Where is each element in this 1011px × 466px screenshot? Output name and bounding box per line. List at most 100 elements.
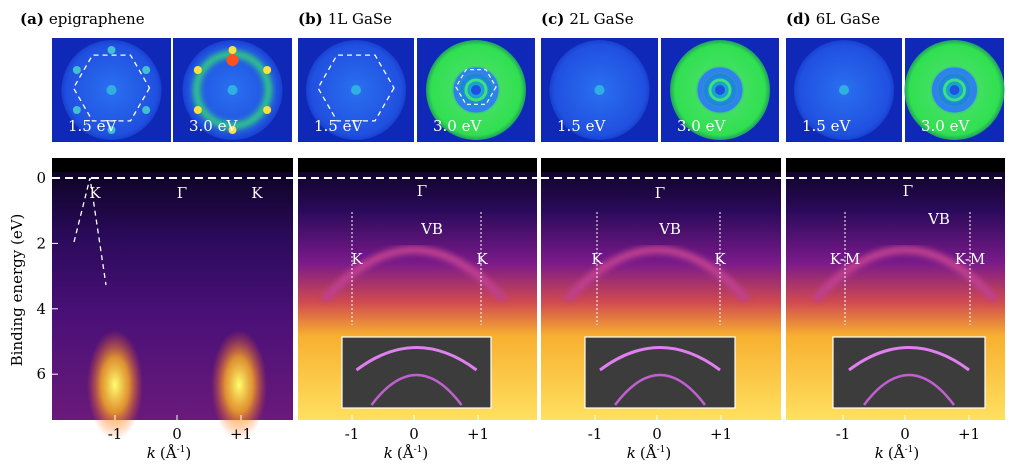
- x-axis-label: k(Å-1): [147, 444, 191, 462]
- leed-energy: 3.0 eV: [433, 117, 483, 135]
- y-tick-label: 6: [36, 365, 46, 383]
- panel-title: (d) 6L GaSe: [786, 10, 880, 28]
- leed-energy: 3.0 eV: [921, 117, 971, 135]
- x-tick-label: -1: [108, 425, 123, 443]
- leed-spot: [73, 66, 81, 74]
- panel-name: 1L GaSe: [328, 10, 392, 28]
- leed-center: [471, 85, 481, 95]
- leed-spot: [142, 66, 150, 74]
- annotation: K: [251, 184, 263, 202]
- leed-spot: [194, 106, 202, 114]
- panel-name: 6L GaSe: [816, 10, 880, 28]
- panel-tag: (d): [786, 10, 811, 28]
- annotation: VB: [658, 220, 681, 238]
- x-tick-label: -1: [345, 425, 360, 443]
- panel-name: epigraphene: [49, 10, 145, 28]
- y-tick-label: 4: [36, 300, 46, 318]
- x-tick-label: +1: [467, 425, 489, 443]
- leed-center: [228, 85, 238, 95]
- band-intensity: [87, 330, 143, 440]
- panel-tag: (c): [541, 10, 564, 28]
- x-label-exponent: -1: [177, 445, 186, 455]
- x-label-unit: (Å: [160, 444, 177, 462]
- leed-energy: 3.0 eV: [677, 117, 727, 135]
- x-label-unit: (Å: [397, 444, 414, 462]
- annotation: K: [351, 250, 363, 268]
- x-label-exponent: -1: [657, 445, 666, 455]
- band-intensity: [211, 330, 267, 440]
- arpes-top: [541, 158, 781, 172]
- x-label-symbol: k: [627, 444, 636, 462]
- arpes-top: [52, 158, 293, 172]
- leed-center: [839, 85, 849, 95]
- leed-spot: [263, 106, 271, 114]
- x-label-close: ): [185, 444, 191, 462]
- leed-energy: 1.5 eV: [557, 117, 607, 135]
- leed-energy: 1.5 eV: [802, 117, 852, 135]
- x-label-symbol: k: [384, 444, 393, 462]
- x-axis-label: k(Å-1): [627, 444, 671, 462]
- leed-spot: [142, 106, 150, 114]
- x-label-close: ): [422, 444, 428, 462]
- x-label-unit: (Å: [888, 444, 905, 462]
- arpes-top: [298, 158, 537, 172]
- leed-center: [715, 85, 725, 95]
- annotation: K: [476, 250, 488, 268]
- leed-ring-hot: [227, 54, 239, 66]
- x-axis-label: k(Å-1): [384, 444, 428, 462]
- x-label-symbol: k: [875, 444, 884, 462]
- leed-center: [351, 85, 361, 95]
- x-tick-label: -1: [588, 425, 603, 443]
- x-tick-label: 0: [172, 425, 182, 443]
- panel-title: (b) 1L GaSe: [298, 10, 392, 28]
- leed-spot: [229, 46, 237, 54]
- annotation: K: [591, 250, 603, 268]
- leed-energy: 3.0 eV: [189, 117, 239, 135]
- x-label-symbol: k: [147, 444, 156, 462]
- annotation: VB: [927, 210, 950, 228]
- x-tick-label: +1: [710, 425, 732, 443]
- x-tick-label: 0: [900, 425, 910, 443]
- figure: (a)epigraphene1.5 eV3.0 eVKΓK-10+1k(Å-1)…: [0, 0, 1011, 462]
- x-label-unit: (Å: [640, 444, 657, 462]
- x-axis-label: k(Å-1): [875, 444, 919, 462]
- panel-tag: (b): [298, 10, 323, 28]
- x-tick-label: 0: [652, 425, 662, 443]
- annotation: Γ: [177, 184, 187, 202]
- x-label-close: ): [665, 444, 671, 462]
- y-axis-label: Binding energy (eV): [8, 214, 26, 367]
- leed-center: [107, 85, 117, 95]
- panel-title: (a) epigraphene: [20, 10, 145, 28]
- x-label-exponent: -1: [414, 445, 423, 455]
- annotation: Γ: [417, 182, 427, 200]
- x-tick-label: -1: [836, 425, 851, 443]
- y-tick-label: 2: [36, 234, 46, 252]
- leed-spot: [194, 66, 202, 74]
- leed-center: [950, 85, 960, 95]
- leed-energy: 1.5 eV: [314, 117, 364, 135]
- x-tick-label: 0: [409, 425, 419, 443]
- annotation: K: [89, 184, 101, 202]
- annotation: K: [714, 250, 726, 268]
- arpes-top: [786, 158, 1005, 172]
- panel-title: (c) 2L GaSe: [541, 10, 634, 28]
- leed-spot: [108, 46, 116, 54]
- annotation: VB: [420, 220, 443, 238]
- x-tick-label: +1: [230, 425, 252, 443]
- annotation: Γ: [903, 182, 913, 200]
- annotation: K-M: [830, 250, 861, 268]
- panel-tag: (a): [20, 10, 44, 28]
- x-label-exponent: -1: [905, 445, 914, 455]
- panel-name: 2L GaSe: [569, 10, 633, 28]
- x-tick-label: +1: [958, 425, 980, 443]
- leed-center: [595, 85, 605, 95]
- annotation: K-M: [955, 250, 986, 268]
- x-label-close: ): [913, 444, 919, 462]
- leed-energy: 1.5 eV: [68, 117, 118, 135]
- leed-spot: [263, 66, 271, 74]
- annotation: Γ: [655, 184, 665, 202]
